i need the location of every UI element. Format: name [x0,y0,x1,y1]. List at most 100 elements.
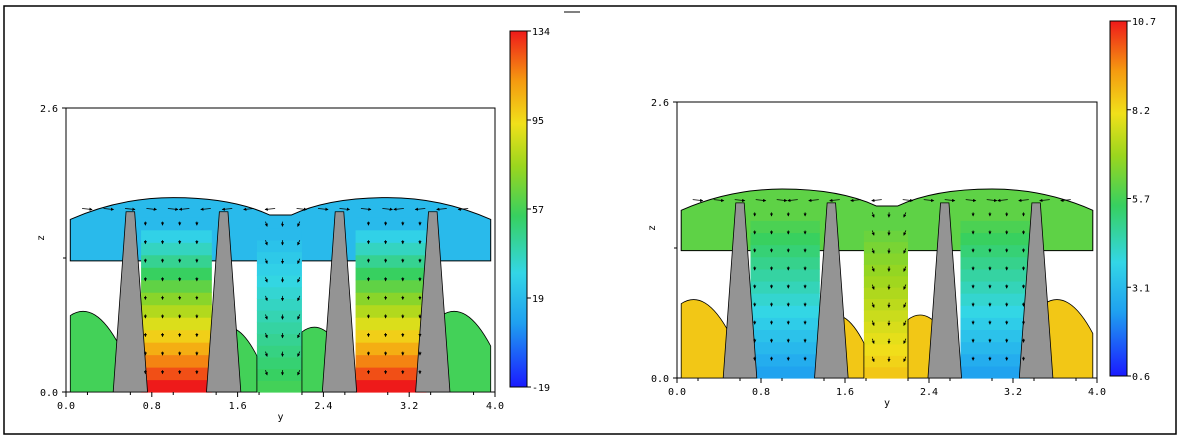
core-right-band [355,292,427,306]
core-right-band [355,254,427,268]
x-axis-label: y [277,412,283,423]
core-left-band [141,304,212,318]
velocity-arrow [264,258,268,265]
core-right-band [355,304,427,318]
velocity-arrow [393,207,404,211]
x-tick-label: 0.8 [752,387,770,398]
colorbar-tick-label: 5.7 [1132,195,1150,206]
velocity-arrow [903,248,907,254]
colorbar-tick-label: 19 [532,294,544,305]
velocity-arrow [1018,198,1029,202]
jet-center-band [863,241,908,254]
velocity-arrow [997,198,1008,202]
jet-center-band [256,310,302,323]
core-left-band [750,268,820,282]
plate-4 [415,211,451,393]
velocity-arrow [82,207,93,211]
core-right-band [355,342,427,356]
jet-center-band [256,228,302,241]
x-tick-label: 0.0 [668,387,686,398]
core-right-band [355,267,427,281]
velocity-arrow [903,284,907,290]
core-right-band [960,208,1030,221]
x-tick-label: 3.2 [400,401,418,412]
jet-center-band [256,298,302,311]
colorbar [1109,20,1128,377]
y-tick-label: 2.6 [651,98,669,109]
velocity-arrow [871,338,875,345]
jet-center-band [256,333,302,346]
core-right-band [355,217,427,231]
velocity-arrow [436,207,447,211]
y-axis-label: z [647,225,658,231]
jet-center-band [863,252,908,265]
y-tick-label: 2.6 [40,104,58,115]
core-right-band [355,317,427,331]
core-left-band [141,367,212,381]
velocity-arrow [264,314,268,320]
core-right-band [960,353,1030,367]
core-left-band [141,292,212,306]
velocity-arrow [871,198,882,202]
velocity-arrow [264,277,268,283]
plate-1 [722,202,758,379]
core-right-band [960,329,1030,343]
velocity-arrow [264,332,268,339]
core-left-band [750,208,820,221]
velocity-arrow [871,266,875,272]
core-left-band [750,232,820,246]
velocity-arrow [297,221,301,227]
jet-center-band [256,368,302,381]
x-tick-label: 4.0 [1088,387,1106,398]
x-tick-label: 3.2 [1004,387,1022,398]
plate-1 [112,211,148,393]
velocity-arrow [734,198,746,202]
core-right-band [355,379,427,393]
core-left-band [750,293,820,306]
velocity-arrow [776,198,788,202]
velocity-arrow [264,240,268,246]
velocity-arrow [360,207,372,211]
velocity-arrow [871,284,875,290]
plate-2 [206,211,242,393]
jet-center-band [863,343,908,356]
x-tick-label: 2.4 [920,387,938,398]
velocity-arrow [986,198,998,202]
core-right-band [960,220,1030,234]
velocity-arrow [124,207,136,211]
core-right-band [355,329,427,343]
jet-center-band [256,356,302,370]
plate-4 [1018,202,1054,379]
core-left-band [750,305,820,318]
jet-center-band [863,264,908,277]
core-right-band [355,242,427,256]
velocity-arrow [965,198,977,202]
core-left-band [750,365,820,379]
core-right-band [960,256,1030,270]
core-left-band [141,267,212,281]
velocity-arrow [850,198,861,202]
core-left-band [750,317,820,331]
colorbar-tick-label: 10.7 [1132,17,1156,28]
velocity-arrow [297,277,301,283]
jet-center-band [256,239,302,253]
velocity-arrow [221,207,233,211]
velocity-arrow [787,198,798,202]
jet-center-band [863,332,908,345]
jet-center-band [256,321,302,335]
core-right-band [960,305,1030,318]
velocity-arrow [923,198,935,202]
velocity-arrow [871,320,875,326]
velocity-arrow [243,207,254,211]
velocity-arrow [297,295,301,302]
jet-center-band [256,286,302,299]
velocity-arrow [200,207,211,211]
x-axis-label: y [884,398,890,409]
velocity-arrow [902,198,914,202]
jet-center-band [256,263,302,276]
velocity-arrow [1060,198,1071,202]
jet-center-band [863,366,908,379]
y-tick-label: 0.0 [651,374,669,385]
core-left-band [141,217,212,231]
